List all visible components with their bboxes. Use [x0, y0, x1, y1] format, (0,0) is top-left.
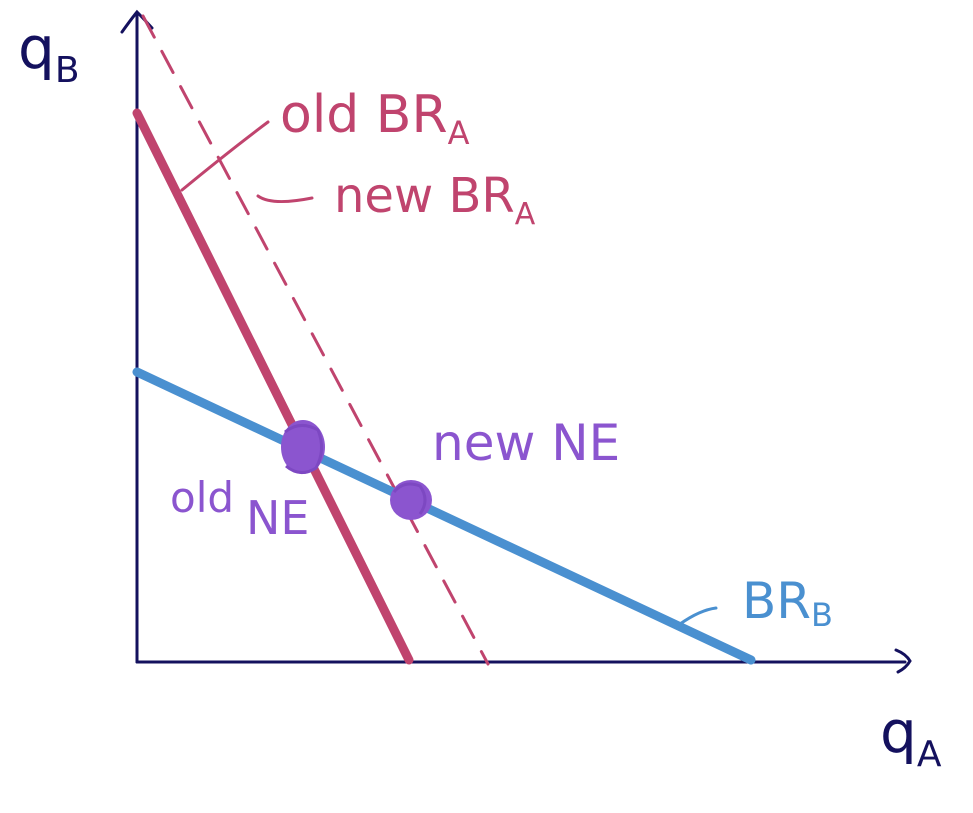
old-br-a-label-main: old BR	[280, 85, 448, 145]
old-br-a-pointer	[180, 120, 270, 192]
old-br-a-label: old BRA	[280, 85, 470, 152]
old-ne-point	[281, 420, 325, 474]
x-axis-label-sub: A	[917, 734, 942, 775]
y-axis-label-main: q	[18, 14, 55, 82]
new-br-a-label: new BRA	[334, 168, 536, 232]
br-b-label: BRB	[742, 572, 833, 634]
new-br-a-label-main: new BR	[334, 168, 515, 224]
old-ne-label-second: NE	[246, 491, 309, 545]
old-br-a-line	[132, 108, 414, 665]
br-b-line	[132, 367, 756, 665]
new-ne-label: new NE	[432, 414, 620, 472]
br-b-pointer	[678, 606, 718, 626]
y-axis-label: qB	[18, 14, 80, 91]
x-axis-arrowhead	[894, 648, 912, 674]
x-axis-label: qA	[880, 698, 942, 775]
new-ne-point	[390, 480, 432, 520]
y-axis-label-sub: B	[55, 50, 80, 91]
new-br-a-line	[141, 14, 490, 666]
new-br-a-label-sub: A	[515, 197, 536, 232]
old-ne-label-first: old	[170, 473, 234, 522]
br-b-label-main: BR	[742, 572, 811, 630]
old-ne-label: old	[170, 473, 234, 522]
br-b-label-sub: B	[811, 596, 833, 634]
x-axis-label-main: q	[880, 698, 917, 766]
old-br-a-label-sub: A	[448, 114, 470, 152]
new-br-a-pointer	[256, 194, 314, 203]
